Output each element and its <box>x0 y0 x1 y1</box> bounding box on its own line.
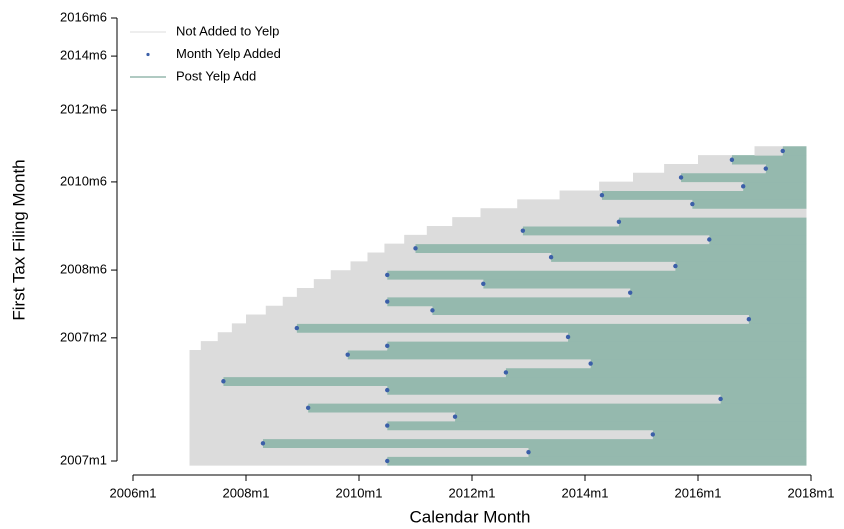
yelp-added-point <box>452 414 458 419</box>
yelp-added-point <box>707 237 712 242</box>
legend-label: Post Yelp Add <box>176 68 256 83</box>
yelp-added-point <box>385 272 390 278</box>
x-tick-label: 2012m1 <box>449 485 496 500</box>
legend-swatch <box>146 52 150 57</box>
yelp-added-point <box>718 396 723 402</box>
x-tick-label: 2008m1 <box>223 485 270 500</box>
yelp-added-point <box>673 263 678 269</box>
yelp-added-point <box>616 219 622 224</box>
yelp-added-point <box>503 370 509 375</box>
plot-area <box>189 146 807 466</box>
yelp-added-point <box>729 157 735 162</box>
y-tick-label: 2010m6 <box>60 173 107 188</box>
yelp-added-point <box>628 290 633 295</box>
yelp-added-point <box>260 441 266 446</box>
legend-label: Month Yelp Added <box>176 46 281 61</box>
yelp-added-point <box>385 458 390 464</box>
legend: Not Added to Yelp Month Yelp Added Post Ye… <box>130 23 281 83</box>
yelp-added-point <box>741 184 746 189</box>
y-tick-label: 2007m1 <box>60 452 107 467</box>
yelp-added-point <box>588 361 593 366</box>
yelp-added-point <box>345 352 350 357</box>
yelp-added-point <box>305 405 311 411</box>
yelp-added-point <box>678 175 684 180</box>
x-tick-label: 2018m1 <box>788 485 835 500</box>
y-tick-label: 2008m6 <box>60 262 107 277</box>
yelp-added-point <box>780 148 785 154</box>
y-tick-label: 2007m2 <box>60 329 107 344</box>
axes: 2006m1 2008m1 2010m1 2012m1 2014m1 2016m1 2018… <box>60 9 834 500</box>
yelp-added-point <box>599 193 605 198</box>
yelp-added-point <box>565 334 571 340</box>
x-tick-label: 2006m1 <box>110 485 157 500</box>
x-axis-title: Calendar Month <box>410 507 531 526</box>
x-tick-label: 2016m1 <box>675 485 722 500</box>
y-axis-title: First Tax Filing Month <box>9 159 28 320</box>
yelp-added-point <box>385 343 390 349</box>
yelp-added-point <box>385 423 390 428</box>
yelp-added-point <box>526 449 531 455</box>
yelp-added-point <box>413 246 418 251</box>
yelp-added-point <box>385 387 390 393</box>
yelp-added-point <box>763 166 768 171</box>
y-tick-label: 2016m6 <box>60 9 107 24</box>
yelp-added-point <box>548 255 554 260</box>
yelp-added-point <box>221 379 226 384</box>
yelp-added-point <box>294 325 300 331</box>
yelp-added-point <box>481 281 486 286</box>
yelp-added-point <box>430 308 435 313</box>
x-tick-label: 2014m1 <box>562 485 609 500</box>
yelp-added-point <box>746 317 752 322</box>
x-tick-label: 2010m1 <box>336 485 383 500</box>
yelp-added-point <box>690 201 695 207</box>
legend-label: Not Added to Yelp <box>176 23 279 38</box>
y-tick-label: 2012m6 <box>60 102 107 117</box>
yelp-added-point <box>385 299 390 304</box>
yelp-added-point <box>520 228 526 233</box>
y-tick-label: 2014m6 <box>60 48 107 63</box>
yelp-added-point <box>650 432 655 437</box>
